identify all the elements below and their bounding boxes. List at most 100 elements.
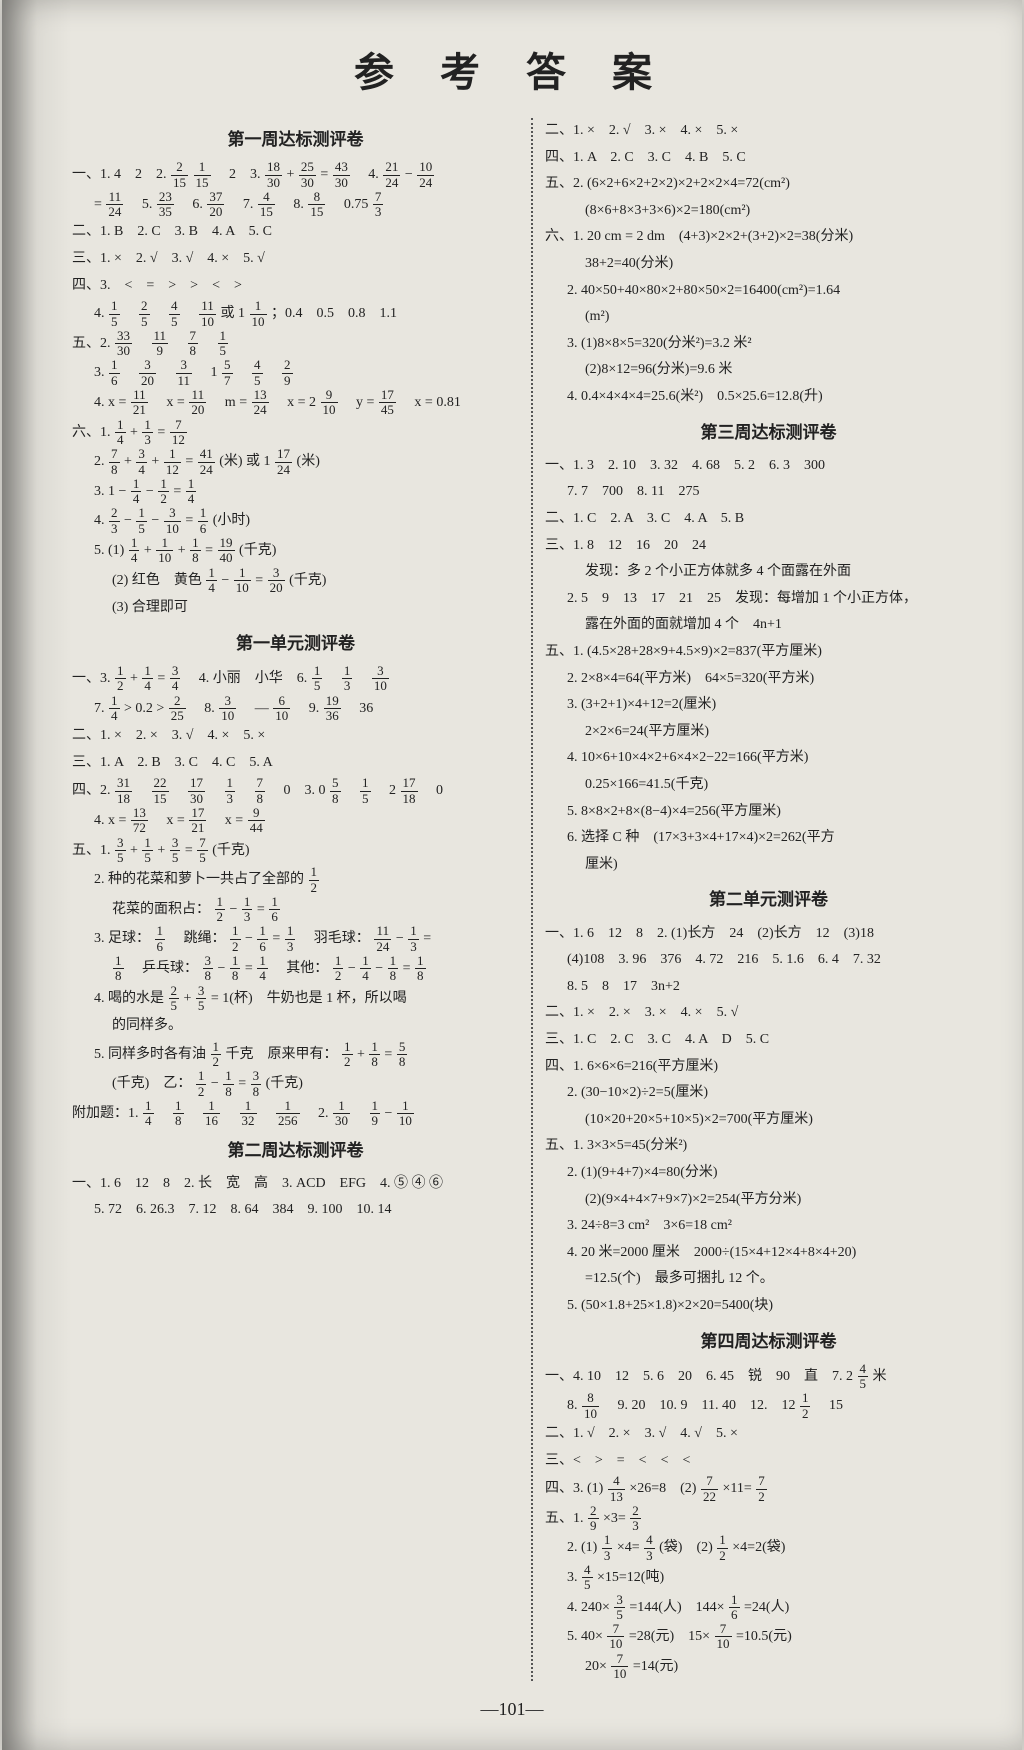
frac: 815 bbox=[308, 190, 325, 220]
answer-line: (千克) 乙： 12 − 18 = 38 (千克) bbox=[72, 1069, 519, 1099]
t: 4. bbox=[94, 513, 105, 528]
answer-line: 六、1. 14 + 13 = 712 bbox=[72, 418, 519, 448]
frac: 14 bbox=[115, 418, 126, 448]
answer-line: 2. 种的花菜和萝卜一共占了全部的 12 bbox=[72, 865, 519, 895]
frac: 320 bbox=[268, 566, 285, 596]
t: 4. x = bbox=[94, 813, 126, 828]
frac: 58 bbox=[330, 776, 341, 806]
frac: 1256 bbox=[276, 1099, 300, 1129]
frac: 1724 bbox=[275, 447, 292, 477]
t: 8. bbox=[567, 1398, 578, 1413]
frac: 18 bbox=[223, 1069, 234, 1099]
t: m = bbox=[211, 395, 247, 410]
t: (千克) bbox=[239, 543, 276, 558]
frac: 810 bbox=[582, 1391, 599, 1421]
t: 六、1. bbox=[72, 425, 111, 440]
answer-line: 2. (30−10×2)÷2=5(厘米) bbox=[545, 1080, 992, 1107]
t: ×11= bbox=[722, 1481, 751, 1496]
t: 2. bbox=[94, 454, 105, 469]
answer-line: 五、2. (6×2+6×2+2×2)×2+2×2×4=72(cm²) bbox=[545, 171, 992, 198]
frac: 18 bbox=[113, 954, 124, 984]
answer-line: 2. 40×50+40×80×2+80×50×2=16400(cm²)=1.64 bbox=[545, 278, 992, 305]
frac: 12 bbox=[800, 1391, 811, 1421]
t: 9. 20 10. 9 11. 40 12. 12 bbox=[604, 1398, 796, 1413]
t: 跳绳： bbox=[170, 931, 226, 946]
answer-line: 5. 同样多时各有油 12 千克 原来甲有： 12 + 18 = 58 bbox=[72, 1040, 519, 1070]
t: 米 bbox=[873, 1369, 887, 1384]
answer-line: 一、1. 6 12 8 2. 长 宽 高 3. ACD EFG 4. ⑤ ④ ⑥ bbox=[72, 1171, 519, 1198]
frac: 910 bbox=[321, 388, 338, 418]
answer-line: 一、4. 10 12 5. 6 20 6. 45 锐 90 直 7. 2 45 … bbox=[545, 1362, 992, 1392]
answer-line: 二、1. B 2. C 3. B 4. A 5. C bbox=[72, 219, 519, 246]
frac: 12 bbox=[342, 1040, 353, 1070]
answer-line: =12.5(个) 最多可捆扎 12 个。 bbox=[545, 1266, 992, 1293]
frac: 110 bbox=[156, 536, 173, 566]
t: (千克) bbox=[266, 1076, 303, 1091]
t: 2. 种的花菜和萝卜一共占了全部的 bbox=[94, 872, 304, 887]
t: 8. bbox=[279, 197, 304, 212]
answer-line: 3. 足球： 16 跳绳： 12 − 16 = 13 羽毛球： 1124 − 1… bbox=[72, 924, 519, 954]
frac: 1110 bbox=[199, 299, 216, 329]
answer-line: 二、1. √ 2. × 3. √ 4. √ 5. × bbox=[545, 1421, 992, 1448]
frac: 35 bbox=[170, 836, 181, 866]
frac: 15 bbox=[109, 299, 120, 329]
frac: 3720 bbox=[207, 190, 224, 220]
frac: 1124 bbox=[374, 924, 391, 954]
frac: 14 bbox=[186, 477, 197, 507]
section-title-5: 第二单元测评卷 bbox=[545, 884, 992, 916]
answer-line: 7. 7 700 8. 11 275 bbox=[545, 479, 992, 506]
answer-line: 4. 10×6+10×4×2+6×4×2−22=166(平方米) bbox=[545, 745, 992, 772]
answer-line: (3) 合理即可 bbox=[72, 595, 519, 622]
frac: 13 bbox=[342, 664, 353, 694]
frac: 78 bbox=[188, 329, 199, 359]
t: 6. bbox=[178, 197, 203, 212]
t: 2 3. bbox=[215, 167, 261, 182]
frac: 73 bbox=[373, 190, 384, 220]
answer-line: 一、3. 12 + 14 = 34 4. 小丽 小华 6. 15 13 310 bbox=[72, 664, 519, 694]
frac: 13 bbox=[225, 776, 236, 806]
frac: 12 bbox=[717, 1533, 728, 1563]
frac: 1830 bbox=[265, 160, 282, 190]
answer-line: 38+2=40(分米) bbox=[545, 251, 992, 278]
t: =24(人) bbox=[744, 1600, 789, 1615]
frac: 16 bbox=[198, 506, 209, 536]
frac: 25 bbox=[169, 984, 180, 1014]
t: 一、1. 4 2 2. bbox=[72, 167, 167, 182]
t: 5. 40× bbox=[567, 1629, 603, 1644]
section-title-4: 第三周达标测评卷 bbox=[545, 417, 992, 449]
t: x = bbox=[211, 813, 243, 828]
frac: 16 bbox=[155, 924, 166, 954]
frac: 2335 bbox=[157, 190, 174, 220]
answer-line: 三、< > = < < < bbox=[545, 1448, 992, 1475]
answer-line: 4. 喝的水是 25 + 35 = 1(杯) 牛奶也是 1 杯，所以喝 bbox=[72, 984, 519, 1014]
frac: 23 bbox=[630, 1504, 641, 1534]
frac: 18 bbox=[415, 954, 426, 984]
t: =144(人) 144× bbox=[629, 1600, 724, 1615]
answer-line: 20× 710 =14(元) bbox=[545, 1652, 992, 1682]
t: 羽毛球： bbox=[300, 931, 370, 946]
t: (米) 或 1 bbox=[219, 454, 270, 469]
t: 一、3. bbox=[72, 671, 111, 686]
frac: 710 bbox=[611, 1652, 628, 1682]
main-title: 参 考 答 案 bbox=[32, 40, 992, 98]
t: y = bbox=[342, 395, 374, 410]
frac: 4124 bbox=[198, 447, 215, 477]
answer-line: 4. 23 − 15 − 310 = 16 (小时) bbox=[72, 506, 519, 536]
frac: 3330 bbox=[115, 329, 132, 359]
answer-line: 4. x = 1372 x = 1721 x = 944 bbox=[72, 806, 519, 836]
answer-line: 的同样多。 bbox=[72, 1013, 519, 1040]
frac: 116 bbox=[203, 1099, 220, 1129]
answer-line: 2. 78 + 34 + 112 = 4124 (米) 或 1 1724 (米) bbox=[72, 447, 519, 477]
frac: 119 bbox=[152, 329, 169, 359]
frac: 45 bbox=[169, 299, 180, 329]
t: ×15=12(吨) bbox=[597, 1570, 664, 1585]
frac: 45 bbox=[252, 358, 263, 388]
answer-line: 二、1. C 2. A 3. C 4. A 5. B bbox=[545, 506, 992, 533]
frac: 29 bbox=[588, 1504, 599, 1534]
t: x = 2 bbox=[273, 395, 316, 410]
section-title-1: 第一周达标测评卷 bbox=[72, 124, 519, 156]
frac: 115 bbox=[194, 160, 211, 190]
frac: 110 bbox=[397, 1099, 414, 1129]
frac: 34 bbox=[136, 447, 147, 477]
t: 五、1. bbox=[72, 843, 111, 858]
